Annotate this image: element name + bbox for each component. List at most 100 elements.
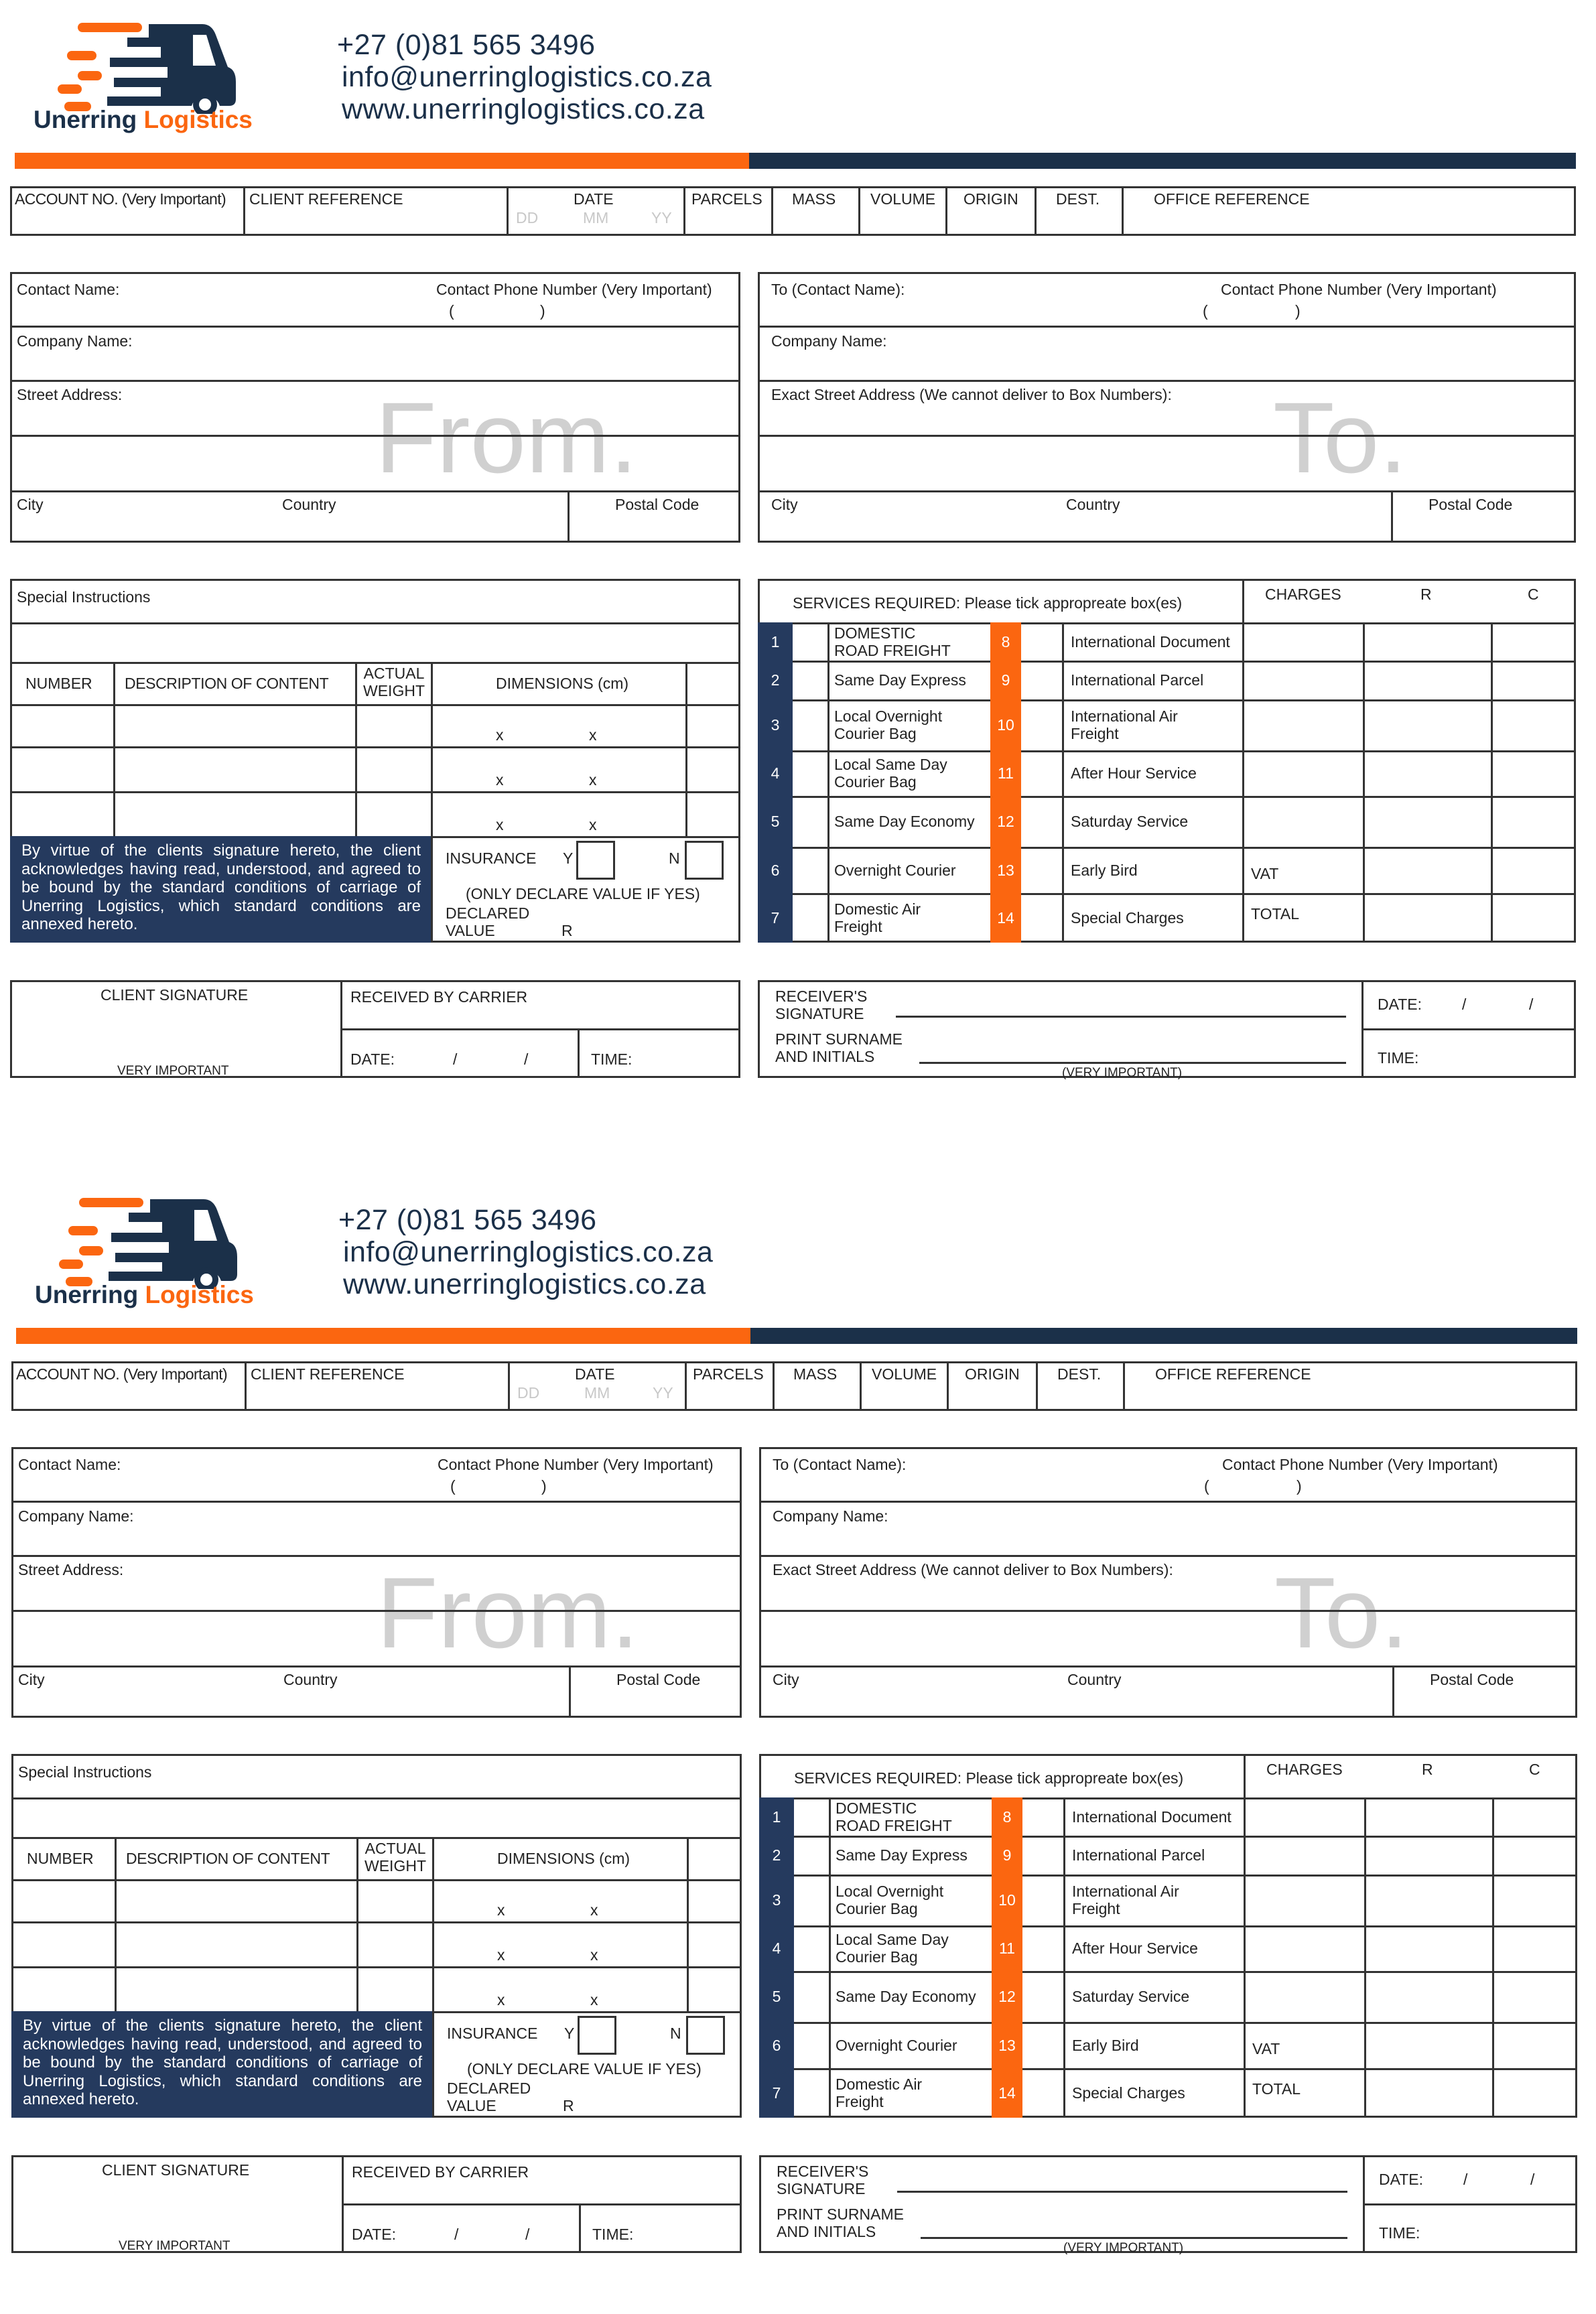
charge-rand-cell[interactable] [1365,624,1490,661]
carrier-time-field[interactable]: TIME: [591,1050,633,1068]
parcels-field[interactable]: PARCELS [691,190,762,208]
sender-postal-code-field[interactable]: Postal Code [616,1671,701,1688]
charge-rand-cell[interactable] [1365,752,1490,796]
sender-contact-phone-field[interactable]: Contact Phone Number (Very Important) [438,1456,714,1473]
receiver-street-address-field[interactable]: Exact Street Address (We cannot deliver … [771,386,1172,403]
charge-rand-cell[interactable] [1366,2070,1491,2118]
parcels-field[interactable]: PARCELS [693,1365,764,1383]
receiver-contact-phone-field[interactable]: Contact Phone Number (Very Important) [1221,281,1497,298]
content-description-cell[interactable] [113,791,355,836]
sender-postal-code-field[interactable]: Postal Code [615,496,700,513]
sender-company-name-field[interactable]: Company Name: [17,332,133,350]
receiver-signature-line[interactable] [896,1016,1346,1018]
sender-contact-name-field[interactable]: Contact Name: [17,281,120,298]
service-checkbox[interactable] [795,752,827,796]
sender-street-address-field[interactable]: Street Address: [17,386,123,403]
insurance-no-checkbox[interactable] [686,2016,725,2055]
volume-field[interactable]: VOLUME [872,1365,937,1383]
service-checkbox[interactable] [1024,1838,1063,1875]
received-by-carrier-field[interactable]: RECEIVED BY CARRIER [352,2163,529,2181]
charge-rand-cell[interactable] [1365,849,1490,893]
content-number-cell[interactable] [10,704,113,746]
content-number-cell[interactable] [11,1879,115,1921]
date-dd[interactable]: DD [517,1384,540,1402]
charge-rand-cell[interactable] [1365,895,1490,943]
charge-rand-cell[interactable] [1366,1973,1491,2022]
charge-cents-cell[interactable] [1493,701,1575,750]
date-dd[interactable]: DD [516,209,539,226]
receiver-company-name-field[interactable]: Company Name: [771,332,887,350]
print-surname-line[interactable] [921,2237,1347,2239]
client-signature-field[interactable]: CLIENT SIGNATURE [102,2161,250,2179]
charge-rand-cell[interactable] [1366,2024,1491,2068]
service-checkbox[interactable] [796,1973,828,2022]
account-no-field[interactable]: ACCOUNT NO. (Very Important) [16,1365,228,1383]
sender-country-field[interactable]: Country [282,496,336,513]
client-reference-field[interactable]: CLIENT REFERENCE [249,190,403,208]
charge-cents-cell[interactable] [1493,624,1575,661]
content-weight-cell[interactable] [355,791,431,836]
service-checkbox[interactable] [796,1877,828,1925]
content-description-cell[interactable] [113,704,355,746]
content-weight-cell[interactable] [355,746,431,791]
content-number-cell[interactable] [10,791,113,836]
content-number-cell[interactable] [11,1966,115,2011]
origin-field[interactable]: ORIGIN [965,1365,1020,1383]
service-checkbox[interactable] [796,1799,828,1836]
charge-cents-cell[interactable] [1494,1799,1576,1836]
charge-cents-cell[interactable] [1493,752,1575,796]
service-checkbox[interactable] [795,849,827,893]
charge-rand-cell[interactable] [1366,1799,1491,1836]
declared-value-field[interactable]: DECLARED VALUE [446,904,530,939]
carrier-time-field[interactable]: TIME: [592,2226,634,2243]
insurance-no-checkbox[interactable] [685,841,724,880]
service-checkbox[interactable] [1024,2024,1063,2068]
service-checkbox[interactable] [796,1927,828,1971]
receiver-postal-code-field[interactable]: Postal Code [1428,496,1513,513]
charge-cents-cell[interactable] [1494,2070,1576,2118]
receiver-time-field[interactable]: TIME: [1379,2224,1420,2242]
carrier-date-field[interactable]: DATE: [350,1050,395,1068]
content-weight-cell[interactable] [355,704,431,746]
service-checkbox[interactable] [795,663,827,699]
service-checkbox[interactable] [795,624,827,661]
sender-contact-phone-field[interactable]: Contact Phone Number (Very Important) [436,281,712,298]
content-number-cell[interactable] [11,1921,115,1966]
charge-cents-cell[interactable] [1494,1973,1576,2022]
charge-cents-cell[interactable] [1494,2024,1576,2068]
insurance-yes-checkbox[interactable] [578,2016,616,2055]
service-checkbox[interactable] [796,1838,828,1875]
service-checkbox[interactable] [1023,663,1061,699]
content-number-cell[interactable] [10,746,113,791]
service-checkbox[interactable] [795,798,827,847]
service-checkbox[interactable] [796,2024,828,2068]
receiver-postal-code-field[interactable]: Postal Code [1430,1671,1514,1688]
sender-contact-name-field[interactable]: Contact Name: [18,1456,121,1473]
dest-field[interactable]: DEST. [1057,1365,1102,1383]
service-checkbox[interactable] [1023,624,1061,661]
received-by-carrier-field[interactable]: RECEIVED BY CARRIER [350,988,528,1006]
charge-rand-cell[interactable] [1365,663,1490,699]
dest-field[interactable]: DEST. [1056,190,1100,208]
service-checkbox[interactable] [1023,752,1061,796]
charge-cents-cell[interactable] [1494,1927,1576,1971]
receiver-date-field[interactable]: DATE: [1379,2171,1424,2188]
content-description-cell[interactable] [115,1879,356,1921]
content-description-cell[interactable] [115,1966,356,2011]
receiver-city-field[interactable]: City [773,1671,799,1688]
charge-cents-cell[interactable] [1494,1877,1576,1925]
mass-field[interactable]: MASS [793,1365,838,1383]
service-checkbox[interactable] [1024,1799,1063,1836]
service-checkbox[interactable] [1023,895,1061,943]
charge-rand-cell[interactable] [1366,1877,1491,1925]
service-checkbox[interactable] [1023,701,1061,750]
receiver-company-name-field[interactable]: Company Name: [773,1507,888,1525]
volume-field[interactable]: VOLUME [870,190,936,208]
receiver-date-field[interactable]: DATE: [1378,996,1422,1013]
origin-field[interactable]: ORIGIN [963,190,1018,208]
office-reference-field[interactable]: OFFICE REFERENCE [1154,190,1310,208]
receiver-city-field[interactable]: City [771,496,798,513]
service-checkbox[interactable] [1023,849,1061,893]
charge-rand-cell[interactable] [1366,1927,1491,1971]
print-surname-line[interactable] [919,1062,1346,1064]
